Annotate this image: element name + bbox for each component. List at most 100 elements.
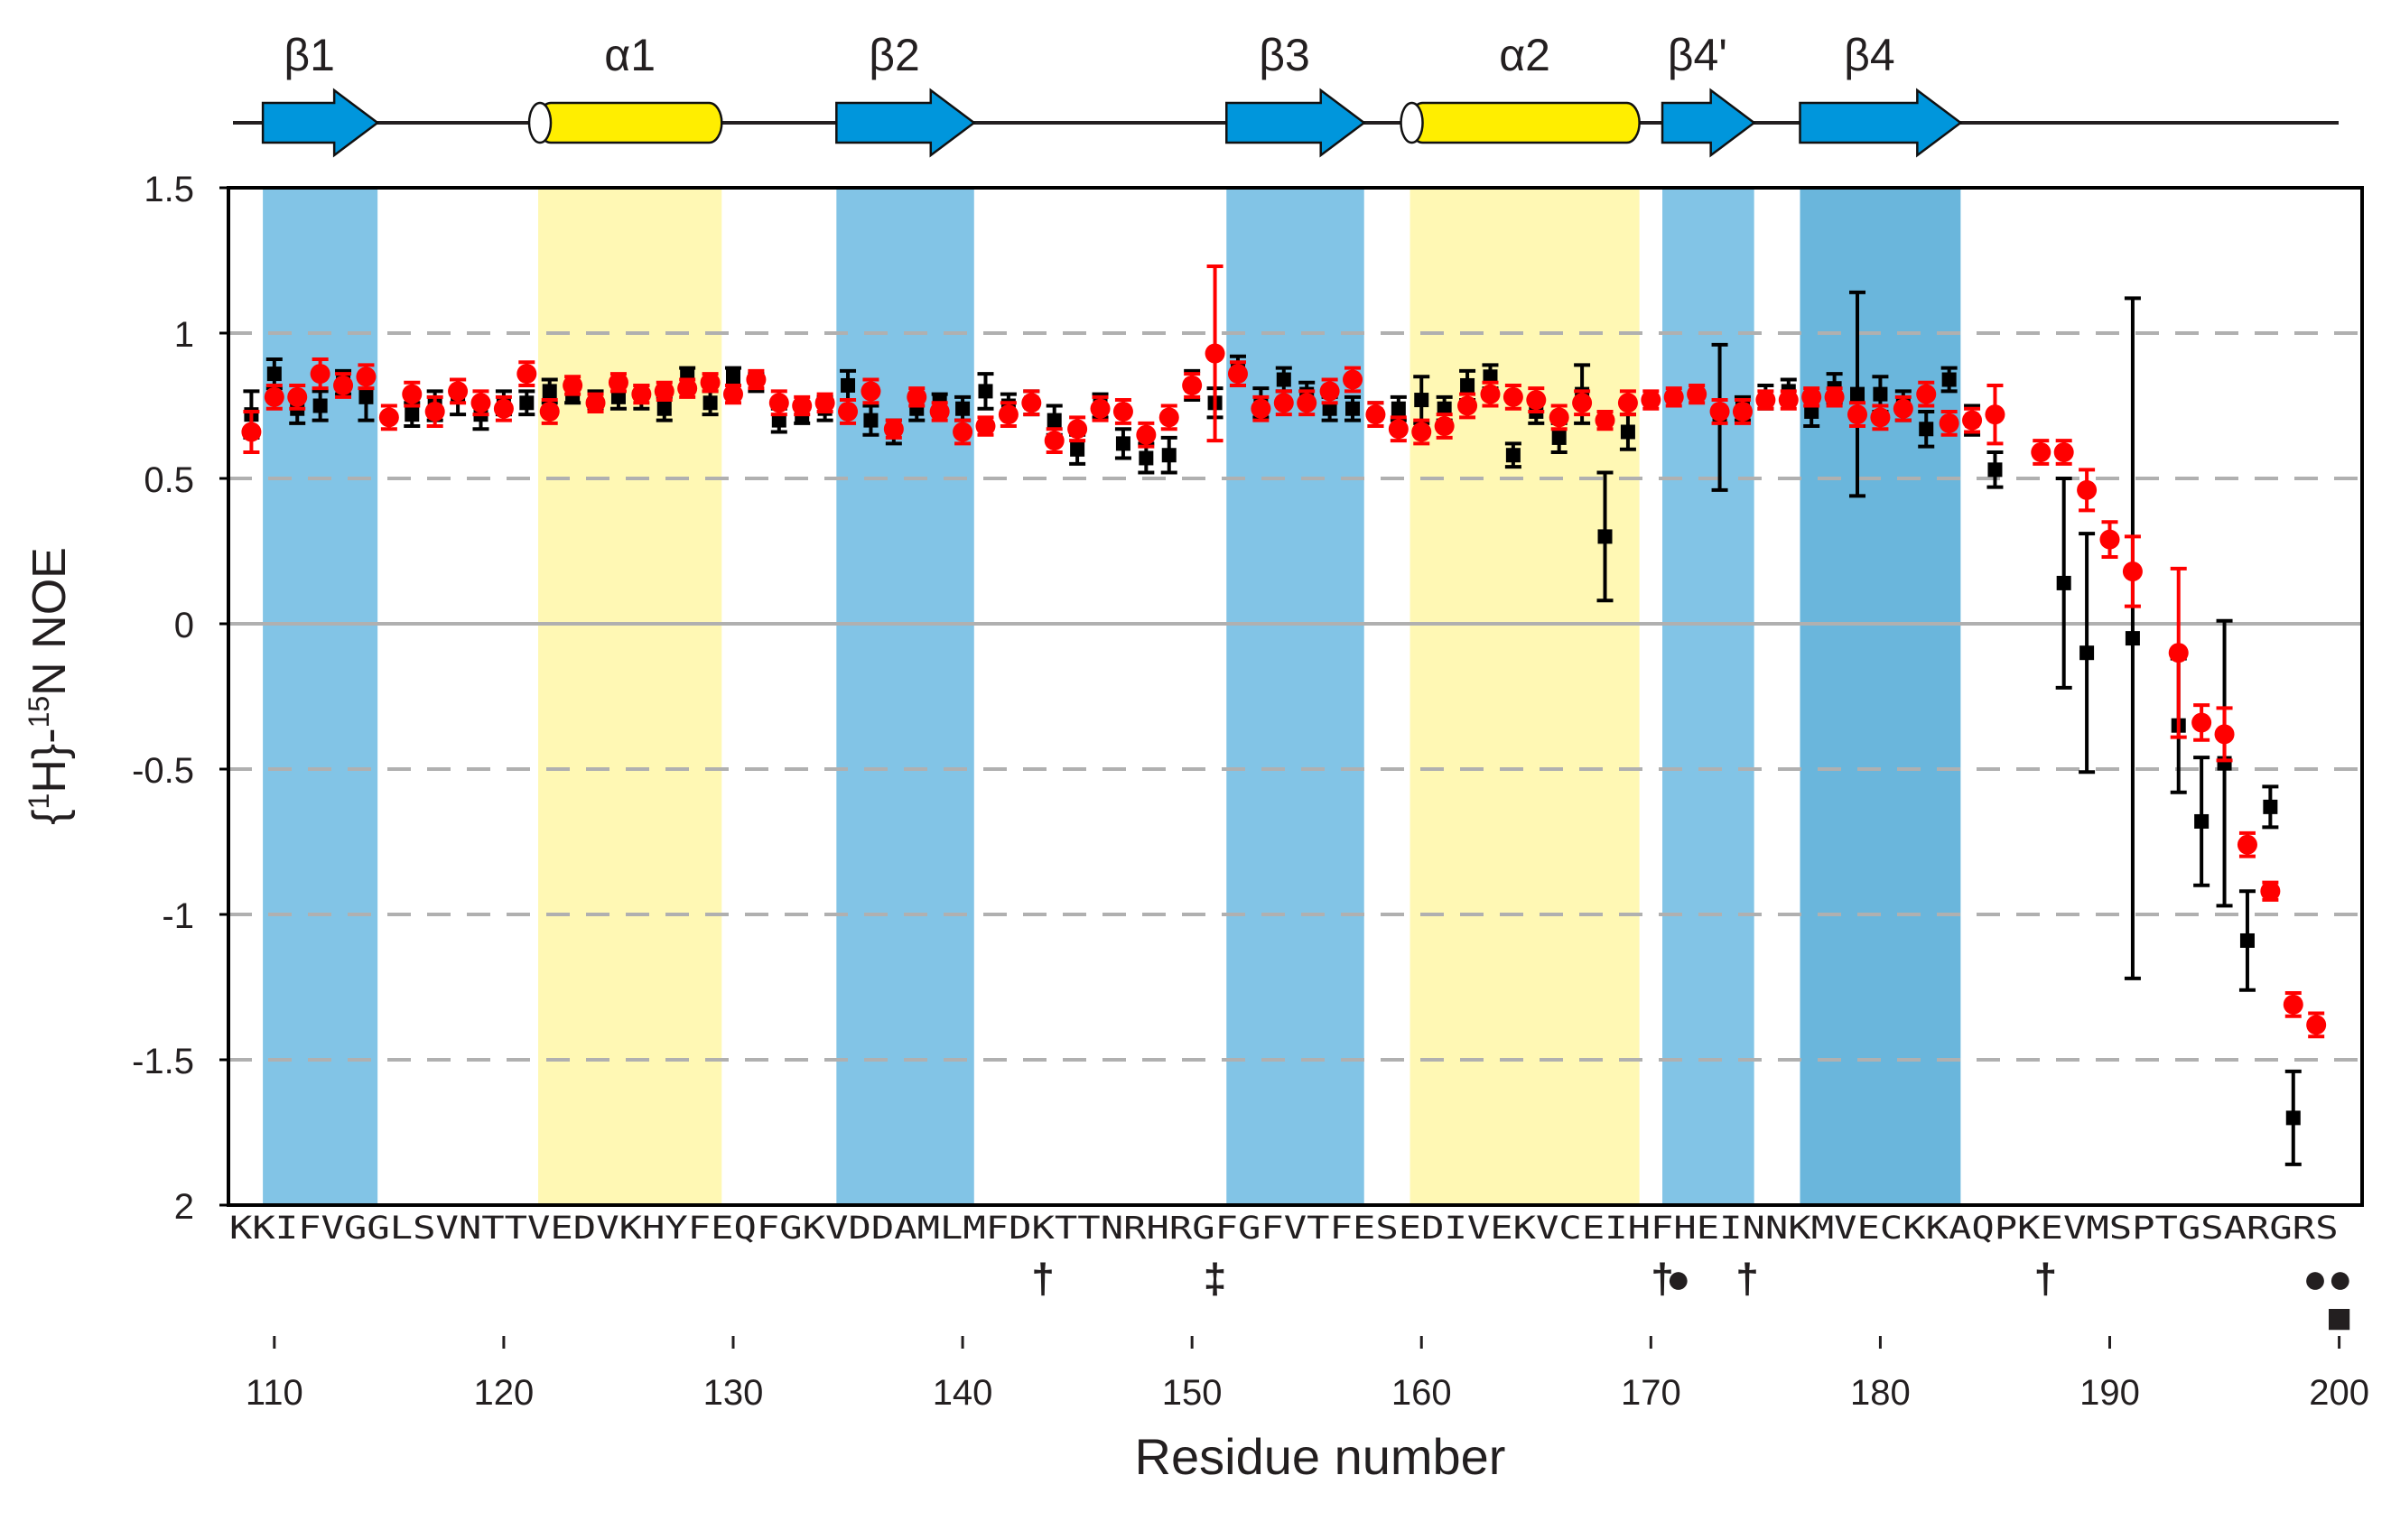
point-red-16 xyxy=(608,372,628,393)
x-tick-label-7: 180 xyxy=(1850,1373,1911,1413)
point-red-81 xyxy=(2122,561,2143,582)
point-red-34 xyxy=(1021,393,1042,413)
ss-label-α1: α1 xyxy=(604,30,656,80)
y-tick-label-4: -0.5 xyxy=(132,751,194,791)
point-black-38 xyxy=(1139,450,1154,466)
x-tick-label-0: 110 xyxy=(246,1373,303,1413)
point-red-83 xyxy=(2191,712,2212,733)
point-black-81 xyxy=(2285,1110,2301,1126)
point-red-19 xyxy=(677,378,698,399)
point-black-70 xyxy=(1941,372,1957,387)
point-red-60 xyxy=(1617,393,1638,413)
point-black-54 xyxy=(1505,448,1521,463)
point-red-41 xyxy=(1182,375,1203,395)
point-red-86 xyxy=(2260,881,2281,902)
sequence-text: KKIFVGGLSVNTTVEDVKHYFEQFGKVDDAMLMFDKTTNR… xyxy=(229,1211,2339,1247)
point-black-34 xyxy=(1047,413,1062,428)
point-red-2 xyxy=(287,386,308,407)
point-red-13 xyxy=(539,401,560,422)
point-black-39 xyxy=(1161,448,1177,463)
point-black-25 xyxy=(841,377,856,393)
point-black-15 xyxy=(610,389,626,404)
point-red-71 xyxy=(1870,407,1891,428)
y-label-part-3: 15 xyxy=(23,696,55,728)
point-red-61 xyxy=(1641,390,1661,411)
point-red-53 xyxy=(1457,395,1478,416)
y-tick-label-2: 0.5 xyxy=(144,460,194,500)
point-red-1 xyxy=(264,386,284,407)
point-black-59 xyxy=(1620,424,1635,440)
point-red-88 xyxy=(2306,1015,2327,1035)
point-red-17 xyxy=(631,384,652,404)
point-red-63 xyxy=(1687,384,1707,404)
point-red-67 xyxy=(1778,390,1799,411)
point-red-24 xyxy=(792,395,813,416)
point-red-35 xyxy=(1044,431,1065,451)
point-red-10 xyxy=(470,393,491,413)
annotation-6: ●● xyxy=(2303,1255,2353,1302)
helix-cap-α1 xyxy=(527,101,553,144)
point-red-62 xyxy=(1663,386,1684,407)
x-tick-label-8: 190 xyxy=(2079,1373,2140,1413)
point-red-14 xyxy=(563,375,583,395)
point-red-20 xyxy=(700,372,721,393)
strand-β4 xyxy=(1799,88,1963,158)
secondary-structure-track: β1 α1 β2 β3 α2 β4' β4 xyxy=(233,30,2339,158)
point-black-52 xyxy=(1460,377,1475,393)
point-red-79 xyxy=(2077,479,2098,500)
helix-α2 xyxy=(1409,101,1641,144)
x-tick-label-3: 140 xyxy=(933,1373,993,1413)
point-red-85 xyxy=(2237,834,2257,855)
point-black-64 xyxy=(1804,404,1819,419)
point-red-45 xyxy=(1273,393,1294,413)
ss-label-β2: β2 xyxy=(869,30,920,80)
point-red-44 xyxy=(1251,398,1271,419)
point-red-55 xyxy=(1503,386,1523,407)
point-red-22 xyxy=(746,369,767,390)
point-red-73 xyxy=(1916,384,1937,404)
sequence-labels: KKIFVGGLSVNTTVEDVKHYFEQFGKVDDAMLMFDKTTNR… xyxy=(229,1211,2339,1247)
y-axis-ticks: 1.5 1 0.5 0 -0.5 -1 -1.5 2 xyxy=(132,170,228,1227)
x-tick-label-1: 120 xyxy=(474,1373,535,1413)
y-tick-label-7: 2 xyxy=(174,1187,194,1227)
point-red-84 xyxy=(2214,724,2235,745)
annotation-5: † xyxy=(2034,1255,2058,1302)
point-red-0 xyxy=(241,422,262,442)
y-tick-label-3: 0 xyxy=(174,606,194,645)
shaded-region-5 xyxy=(1662,188,1754,1205)
plot-frame xyxy=(227,186,2364,1207)
point-red-78 xyxy=(2053,442,2074,463)
point-red-18 xyxy=(654,381,675,402)
y-tick-label-0: 1.5 xyxy=(144,170,194,209)
point-black-73 xyxy=(2056,575,2071,590)
x-tick-label-4: 150 xyxy=(1162,1373,1223,1413)
point-black-31 xyxy=(978,384,993,399)
y-label-part-0: { xyxy=(23,809,76,824)
point-red-36 xyxy=(1067,419,1088,440)
point-black-1 xyxy=(266,366,282,382)
point-black-19 xyxy=(702,395,718,411)
point-red-58 xyxy=(1572,393,1593,413)
point-black-37 xyxy=(1115,436,1130,451)
series-red xyxy=(241,264,2327,1039)
x-axis-label: Residue number xyxy=(1135,1428,1506,1485)
point-black-35 xyxy=(1070,441,1085,457)
point-black-5 xyxy=(358,389,374,404)
annotation-4: † xyxy=(1735,1255,1759,1302)
helix-cap-α2 xyxy=(1400,101,1424,144)
shaded-region-6 xyxy=(1800,188,1961,1205)
point-red-4 xyxy=(333,375,354,395)
point-red-3 xyxy=(310,364,330,385)
annotation-3: ● xyxy=(1666,1255,1691,1302)
point-black-26 xyxy=(863,413,879,428)
point-black-56 xyxy=(1551,430,1567,445)
point-black-51 xyxy=(1437,401,1452,416)
y-label-part-2: H}- xyxy=(23,728,76,793)
point-red-65 xyxy=(1732,401,1753,422)
y-tick-label-5: -1 xyxy=(162,896,194,936)
point-red-28 xyxy=(883,419,904,440)
annotation-1: ‡ xyxy=(1204,1255,1227,1302)
x-tick-label-9: 200 xyxy=(2309,1373,2369,1413)
point-red-74 xyxy=(1939,413,1959,433)
point-black-20 xyxy=(725,369,740,385)
